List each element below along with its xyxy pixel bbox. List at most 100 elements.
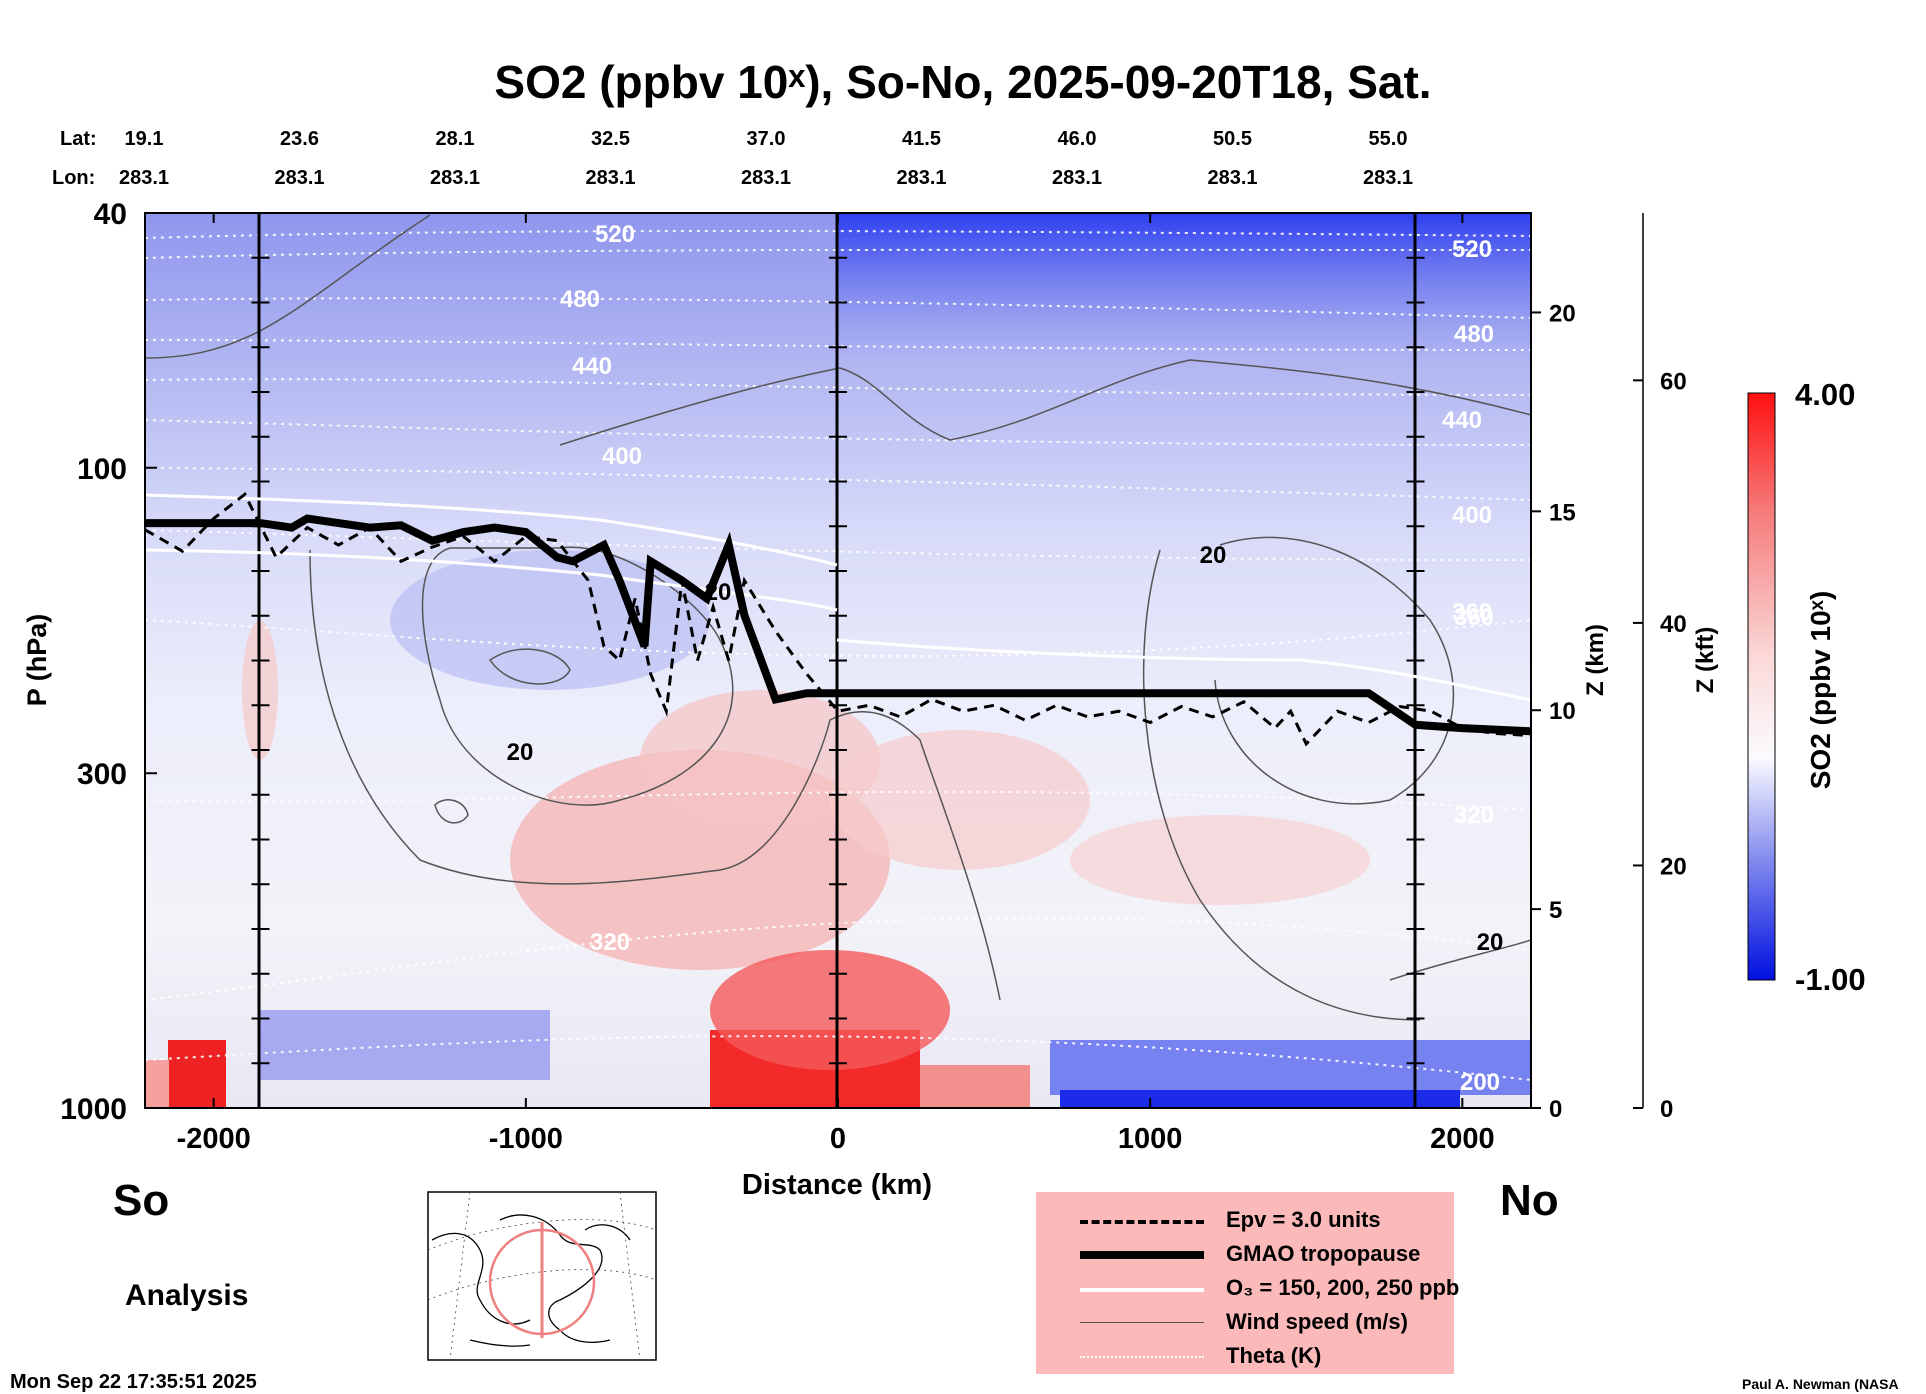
theta-label: 200: [1460, 1069, 1500, 1096]
wind-label: 20: [507, 739, 534, 766]
lat-value: 46.0: [1058, 128, 1097, 150]
lon-value: 283.1: [1052, 167, 1102, 189]
lat-value: 50.5: [1213, 128, 1252, 150]
legend-swatch-thick: [1080, 1251, 1204, 1259]
x-tick-label: -2000: [177, 1123, 251, 1155]
timestamp: Mon Sep 22 17:35:51 2025: [10, 1371, 257, 1393]
legend-item-tropopause: GMAO tropopause: [1036, 1238, 1454, 1272]
map-graticule: [427, 1191, 657, 1361]
so2-negative-region: [260, 1010, 550, 1080]
x-axis-label: Distance (km): [742, 1169, 932, 1201]
z-km-tick-label: 10: [1549, 698, 1576, 725]
z-kft-tick-label: 20: [1660, 853, 1687, 880]
legend-swatch-dashed: [1080, 1220, 1204, 1224]
so2-negative-region: [1060, 1090, 1460, 1108]
wind-label: 20: [705, 579, 732, 606]
theta-label: 520: [595, 221, 635, 248]
lat-value: 37.0: [747, 128, 786, 150]
lon-value: 283.1: [585, 167, 635, 189]
lon-value: 283.1: [1363, 167, 1413, 189]
legend-label: O₃ = 150, 200, 250 ppb: [1226, 1275, 1460, 1300]
z-kft-axis-label: Z (kft): [1692, 627, 1719, 694]
north-label: No: [1500, 1176, 1559, 1225]
z-kft-tick-label: 40: [1660, 611, 1687, 638]
lon-header-label: Lon:: [52, 167, 95, 189]
y-axis-label: P (hPa): [22, 614, 52, 707]
so2-positive-region: [830, 730, 1090, 870]
lat-value: 23.6: [280, 128, 319, 150]
wind-label: 20: [1477, 929, 1504, 956]
so2-positive-region: [1070, 815, 1370, 905]
lon-value: 283.1: [430, 167, 480, 189]
x-tick-label: -1000: [489, 1123, 563, 1155]
y-tick-label: 40: [94, 198, 127, 231]
z-km-axis-label: Z (km): [1582, 624, 1609, 696]
wind-label: 20: [1200, 542, 1227, 569]
legend-item-epv: Epv = 3.0 units: [1036, 1204, 1454, 1238]
analysis-label: Analysis: [125, 1279, 248, 1312]
colorbar: [1747, 392, 1776, 981]
z-kft-tick-label: 0: [1660, 1096, 1673, 1123]
legend-label: GMAO tropopause: [1226, 1241, 1421, 1266]
lon-value: 283.1: [119, 167, 169, 189]
lat-value: 28.1: [436, 128, 475, 150]
legend-label: Epv = 3.0 units: [1226, 1207, 1381, 1232]
legend-swatch-thin: [1080, 1322, 1204, 1323]
legend-item-wind: Wind speed (m/s): [1036, 1306, 1454, 1340]
z-kft-tick-label: 60: [1660, 368, 1687, 395]
theta-label: 480: [1454, 321, 1494, 348]
theta-label: 360: [1454, 604, 1494, 631]
lon-value: 283.1: [896, 167, 946, 189]
x-tick-label: 0: [830, 1123, 846, 1155]
lat-value: 32.5: [591, 128, 630, 150]
lat-lon-header: Lat: Lon: 19.1 283.1 23.6 283.1 28.1 283.1 32.…: [52, 128, 1413, 189]
z-km-tick-label: 15: [1549, 499, 1576, 526]
marker-ticks: [251, 256, 1425, 1065]
inset-map: [427, 1191, 657, 1361]
x-tick-label: 1000: [1118, 1123, 1183, 1155]
map-coastlines: [431, 1214, 631, 1347]
y-tick-label: 100: [77, 453, 127, 486]
plot-area: [145, 213, 1531, 1108]
theta-label: 320: [590, 929, 630, 956]
lon-value: 283.1: [1207, 167, 1257, 189]
lat-value: 41.5: [902, 128, 941, 150]
lat-value: 19.1: [125, 128, 164, 150]
south-label: So: [113, 1176, 169, 1225]
so2-high-region: [710, 950, 950, 1070]
so2-high-region: [168, 1040, 226, 1108]
colorbar-label: SO2 (ppbv 10ˣ): [1805, 591, 1836, 790]
theta-label: 440: [572, 353, 612, 380]
z-km-tick-label: 0: [1549, 1096, 1562, 1123]
legend-swatch-white: [1080, 1288, 1204, 1292]
theta-label: 440: [1442, 407, 1482, 434]
so2-negative-region: [1050, 1040, 1531, 1095]
lon-value: 283.1: [741, 167, 791, 189]
theta-label: 400: [1452, 502, 1492, 529]
so2-positive-region: [145, 1060, 169, 1108]
theta-label: 320: [1454, 802, 1494, 829]
ozone-contours: [145, 493, 1531, 702]
credit: Paul A. Newman (NASA: [1742, 1376, 1899, 1392]
chart-title: SO2 (ppbv 10ˣ), So-No, 2025-09-20T18, Sa…: [494, 56, 1431, 108]
theta-label: 360: [1452, 599, 1492, 626]
theta-label: 320: [1454, 802, 1494, 829]
colorbar-min-label: -1.00: [1795, 962, 1866, 997]
y-tick-label: 1000: [60, 1093, 127, 1126]
lat-value: 55.0: [1369, 128, 1408, 150]
x-tick-label: 2000: [1430, 1123, 1495, 1155]
legend-item-theta: Theta (K): [1036, 1340, 1454, 1374]
lon-value: 283.1: [274, 167, 324, 189]
legend-label: Theta (K): [1226, 1343, 1322, 1368]
so2-positive-region: [920, 1065, 1030, 1108]
contour-labels: 5204804404003603203205204804404003603202…: [507, 221, 1504, 1096]
legend: Epv = 3.0 units GMAO tropopause O₃ = 150…: [1036, 1192, 1459, 1374]
legend-label: Wind speed (m/s): [1226, 1309, 1408, 1334]
legend-item-ozone: O₃ = 150, 200, 250 ppb: [1036, 1272, 1459, 1306]
legend-swatch-dotted: [1080, 1356, 1204, 1358]
colorbar-max-label: 4.00: [1795, 377, 1855, 412]
so2-negative-region: [390, 550, 710, 690]
theta-label: 520: [1452, 236, 1492, 263]
theta-label: 480: [560, 286, 600, 313]
